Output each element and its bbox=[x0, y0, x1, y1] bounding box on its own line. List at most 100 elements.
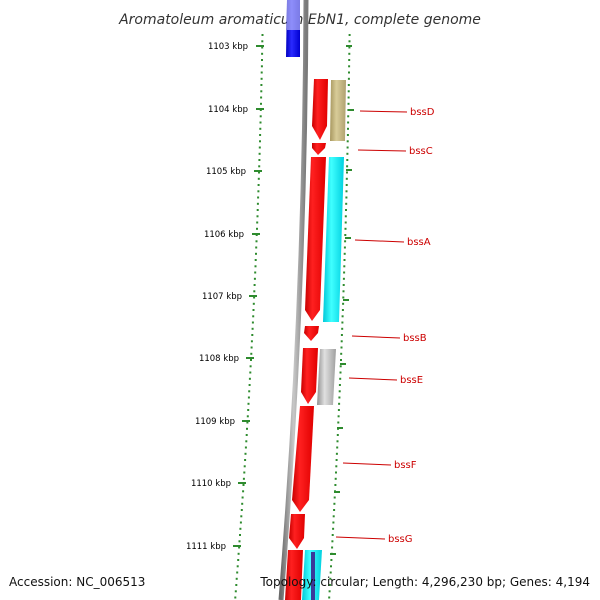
left-track-dot bbox=[246, 415, 249, 418]
scale-tick-label: 1108 kbp bbox=[199, 354, 239, 364]
right-track-dot bbox=[347, 90, 350, 93]
cog-block-next-stripe bbox=[311, 552, 315, 600]
right-track-dot bbox=[348, 40, 351, 43]
right-track-dot bbox=[337, 421, 340, 424]
left-track-dot bbox=[237, 552, 240, 555]
right-track-ticks bbox=[330, 45, 354, 555]
right-track-dot bbox=[346, 134, 349, 136]
right-track-dot bbox=[337, 415, 340, 418]
right-track-dot bbox=[346, 165, 349, 168]
right-track-dot bbox=[335, 465, 338, 468]
left-track-dot bbox=[237, 559, 240, 561]
cog-block-bssA bbox=[323, 157, 344, 322]
right-track-dot bbox=[345, 190, 348, 193]
right-track-dot bbox=[341, 321, 344, 324]
right-track-dot bbox=[338, 384, 341, 386]
left-track-dot bbox=[256, 202, 259, 205]
left-track-dot bbox=[248, 384, 251, 386]
left-track-dot bbox=[261, 46, 264, 49]
left-track-dot bbox=[258, 171, 260, 174]
left-track-dot bbox=[245, 440, 248, 443]
right-track-dot bbox=[346, 171, 348, 174]
left-track-dot bbox=[243, 471, 246, 474]
left-track-dot bbox=[258, 146, 261, 149]
left-track-dot bbox=[260, 96, 263, 99]
left-track-dot bbox=[256, 221, 259, 224]
left-track-dot bbox=[258, 152, 261, 155]
left-track-dot bbox=[251, 321, 254, 324]
left-track-dot bbox=[259, 121, 262, 124]
right-track-dot bbox=[343, 252, 346, 255]
left-track-dot bbox=[255, 246, 258, 249]
left-track-dot bbox=[259, 127, 262, 130]
left-track-dot bbox=[241, 496, 244, 499]
cog-block-bssE bbox=[317, 349, 336, 405]
right-track-dot bbox=[345, 209, 347, 211]
gene-arrow-next bbox=[285, 550, 303, 600]
gene-arrow-bssD bbox=[312, 79, 328, 140]
left-track-dot bbox=[260, 71, 263, 74]
right-track-dot bbox=[348, 46, 351, 49]
right-track-dot bbox=[328, 596, 331, 599]
right-track-dot bbox=[346, 152, 349, 155]
genome-backbone bbox=[278, 0, 309, 600]
left-track-dot bbox=[238, 546, 241, 549]
cog-block-bssD bbox=[330, 80, 346, 141]
left-track-dot bbox=[253, 277, 256, 280]
right-track-dot bbox=[328, 584, 331, 586]
left-track-dot bbox=[254, 271, 257, 274]
right-track-dot bbox=[336, 440, 339, 443]
right-track-dot bbox=[342, 277, 345, 280]
right-track-dot bbox=[342, 302, 345, 305]
left-track-dot bbox=[247, 396, 250, 399]
left-track-dot bbox=[240, 515, 243, 518]
scale-tick-label: 1104 kbp bbox=[208, 105, 248, 115]
right-track-dot bbox=[345, 177, 348, 180]
left-track-dot bbox=[247, 402, 250, 405]
right-track-dot bbox=[338, 396, 341, 399]
right-track-dot bbox=[339, 371, 342, 374]
left-track-dot bbox=[261, 34, 264, 36]
gene-label-bssC: bssC bbox=[409, 146, 433, 157]
right-track-dot bbox=[334, 484, 337, 486]
right-track-dot bbox=[333, 509, 336, 511]
left-track-dot bbox=[257, 190, 260, 193]
gene-arrow-bssG bbox=[289, 514, 305, 549]
gene-arrows bbox=[285, 79, 328, 600]
right-track-dot bbox=[342, 296, 345, 299]
right-track-dot bbox=[332, 521, 335, 524]
right-track-dot bbox=[344, 240, 347, 243]
right-track-dot bbox=[347, 115, 350, 118]
right-track-dot bbox=[340, 346, 343, 349]
right-track-dot bbox=[331, 540, 334, 543]
topology-text: Topology: circular; Length: 4,296,230 bp… bbox=[259, 575, 590, 589]
left-track-dot bbox=[235, 584, 238, 586]
right-track-dot bbox=[348, 59, 351, 61]
right-track-dot bbox=[346, 159, 349, 161]
left-track-dot bbox=[245, 434, 248, 436]
scale-tick-label: 1109 kbp bbox=[195, 417, 235, 427]
right-track-dot bbox=[342, 284, 345, 286]
gene-labels: bssD bssC bssA bssB bssE bssF bssG bbox=[335, 107, 435, 545]
left-track-dot bbox=[256, 227, 258, 230]
right-track-dot bbox=[338, 402, 341, 405]
right-track-dot bbox=[347, 96, 350, 99]
left-track-dot bbox=[250, 346, 253, 349]
left-track-dot bbox=[240, 509, 243, 511]
left-track-dot bbox=[244, 459, 247, 461]
left-track-dot bbox=[234, 596, 237, 599]
right-track-dot bbox=[341, 315, 344, 318]
left-track-dot bbox=[236, 571, 239, 574]
right-track-dot bbox=[348, 52, 351, 55]
left-track-dot bbox=[246, 421, 249, 424]
right-track-dot bbox=[345, 202, 348, 205]
right-track-dot bbox=[335, 471, 337, 474]
scale-ruler: 1103 kbp 1104 kbp 1105 kbp 1106 kbp 1107… bbox=[186, 42, 264, 552]
cog-blocks bbox=[302, 80, 346, 600]
left-track-dot bbox=[239, 521, 242, 524]
left-track-dot bbox=[260, 77, 263, 80]
left-track-dot bbox=[256, 215, 259, 218]
left-track-dot bbox=[260, 102, 262, 105]
left-track-dot bbox=[255, 252, 257, 255]
scale-tick-label: 1106 kbp bbox=[204, 230, 244, 240]
